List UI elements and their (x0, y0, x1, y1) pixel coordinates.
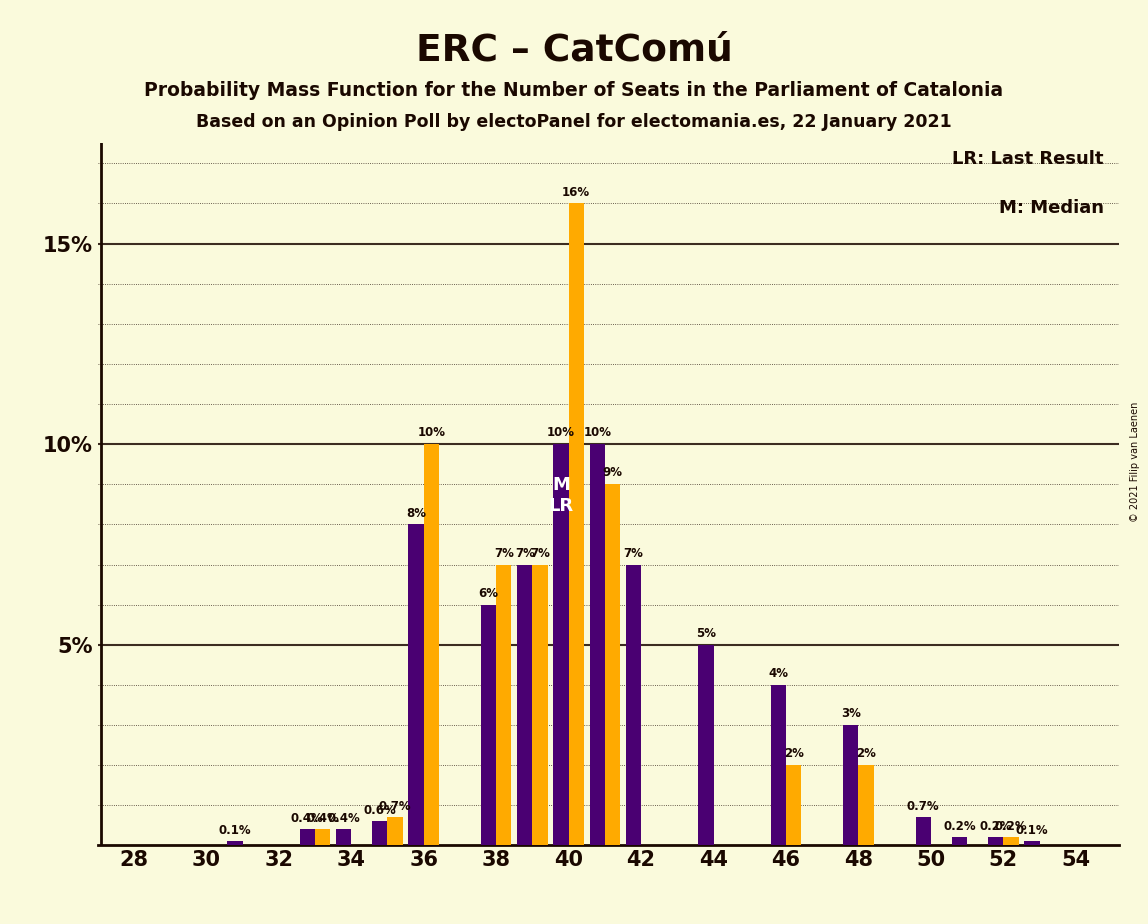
Bar (336, 830, 351, 845)
Text: M
LR: M LR (549, 476, 574, 515)
Text: 0.4%: 0.4% (290, 811, 324, 824)
Bar (481, 604, 496, 845)
Bar (315, 830, 331, 845)
Bar (496, 565, 511, 845)
Text: 6%: 6% (479, 587, 498, 600)
Bar (533, 565, 548, 845)
Text: 2%: 2% (784, 748, 804, 760)
Text: 0.6%: 0.6% (364, 804, 396, 817)
Bar (626, 565, 641, 845)
Text: 0.1%: 0.1% (218, 823, 251, 836)
Text: 0.7%: 0.7% (379, 799, 411, 812)
Text: 10%: 10% (546, 426, 575, 440)
Bar (300, 830, 315, 845)
Bar (1024, 842, 1040, 845)
Text: ERC – CatComú: ERC – CatComú (416, 32, 732, 68)
Text: 0.7%: 0.7% (907, 799, 939, 812)
Text: 7%: 7% (623, 547, 643, 560)
Bar (859, 765, 874, 845)
Bar (372, 821, 387, 845)
Text: 16%: 16% (563, 186, 590, 199)
Text: 8%: 8% (406, 506, 426, 519)
Text: 2%: 2% (856, 748, 876, 760)
Text: M: Median: M: Median (999, 200, 1104, 217)
Text: 7%: 7% (530, 547, 550, 560)
Text: 0.2%: 0.2% (979, 820, 1013, 833)
Bar (952, 837, 967, 845)
Bar (988, 837, 1003, 845)
Text: 9%: 9% (603, 467, 622, 480)
Text: 0.1%: 0.1% (1016, 823, 1048, 836)
Bar (844, 725, 859, 845)
Text: 3%: 3% (840, 707, 861, 721)
Bar (568, 203, 584, 845)
Text: 0.2%: 0.2% (994, 820, 1027, 833)
Bar (605, 484, 620, 845)
Bar (227, 842, 242, 845)
Text: 0.4%: 0.4% (307, 811, 339, 824)
Bar (786, 765, 801, 845)
Bar (698, 645, 714, 845)
Text: 7%: 7% (514, 547, 535, 560)
Bar (409, 525, 424, 845)
Bar (387, 818, 403, 845)
Text: Probability Mass Function for the Number of Seats in the Parliament of Catalonia: Probability Mass Function for the Number… (145, 81, 1003, 101)
Bar (1003, 837, 1018, 845)
Text: 5%: 5% (696, 627, 716, 640)
Bar (916, 818, 931, 845)
Text: 4%: 4% (768, 667, 789, 680)
Text: 10%: 10% (417, 426, 445, 440)
Text: LR: Last Result: LR: Last Result (953, 151, 1104, 168)
Bar (424, 444, 439, 845)
Text: 7%: 7% (494, 547, 513, 560)
Bar (590, 444, 605, 845)
Bar (517, 565, 533, 845)
Text: © 2021 Filip van Laenen: © 2021 Filip van Laenen (1130, 402, 1140, 522)
Text: 0.2%: 0.2% (944, 820, 976, 833)
Text: Based on an Opinion Poll by electoPanel for electomania.es, 22 January 2021: Based on an Opinion Poll by electoPanel … (196, 113, 952, 130)
Text: 0.4%: 0.4% (327, 811, 360, 824)
Text: 10%: 10% (583, 426, 611, 440)
Bar (770, 685, 786, 845)
Bar (553, 444, 568, 845)
